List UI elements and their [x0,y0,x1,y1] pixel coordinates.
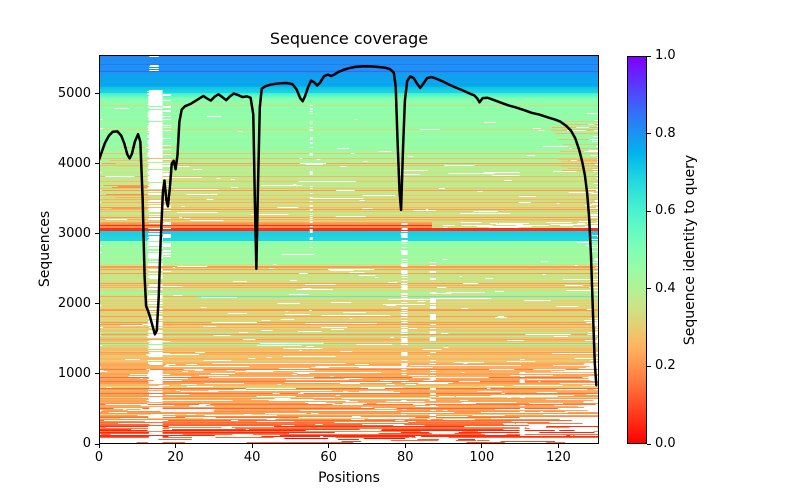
colorbar-tick-mark [647,133,651,135]
x-tick-label: 20 [167,450,184,465]
colorbar-gradient [628,57,646,443]
y-tick-mark [95,303,99,305]
y-tick-mark [95,233,99,235]
x-tick-mark [251,444,253,448]
msa-coverage-heatmap [99,55,599,444]
y-tick-label: 1000 [57,365,91,381]
x-tick-label: 100 [469,450,495,465]
y-tick-label: 0 [82,436,91,451]
x-tick-mark [98,444,100,448]
x-tick-label: 60 [320,450,337,465]
y-tick-mark [95,443,99,445]
y-tick-mark [95,93,99,95]
plot-title: Sequence coverage [269,29,429,48]
x-tick-mark [175,444,177,448]
y-tick-label: 5000 [57,85,91,101]
colorbar [627,56,647,444]
colorbar-tick-label: 0.0 [655,436,676,451]
colorbar-tick-mark [647,210,651,212]
colorbar-tick-mark [647,365,651,367]
colorbar-tick-label: 0.2 [655,358,676,374]
colorbar-tick-mark [647,288,651,290]
x-tick-label: 0 [94,450,104,465]
colorbar-tick-mark [647,55,651,57]
x-tick-mark [557,444,559,448]
x-axis-label: Positions [318,470,380,486]
x-tick-mark [328,444,330,448]
colorbar-tick-label: 0.8 [655,125,676,141]
colorbar-tick-mark [647,443,651,445]
colorbar-tick-label: 0.6 [655,203,676,219]
x-tick-mark [481,444,483,448]
y-axis-label: Sequences [37,210,53,288]
colorbar-label: Sequence identity to query [682,154,698,346]
y-tick-mark [95,163,99,165]
y-tick-label: 4000 [57,155,91,171]
plot-area [99,55,599,444]
x-tick-label: 40 [243,450,261,465]
y-tick-label: 2000 [57,295,91,311]
x-tick-label: 80 [396,450,414,465]
colorbar-tick-label: 1.0 [655,48,676,63]
y-tick-label: 3000 [57,225,91,241]
x-tick-mark [404,444,406,448]
x-tick-label: 120 [545,450,571,465]
y-tick-mark [95,373,99,375]
colorbar-tick-label: 0.4 [655,280,676,296]
